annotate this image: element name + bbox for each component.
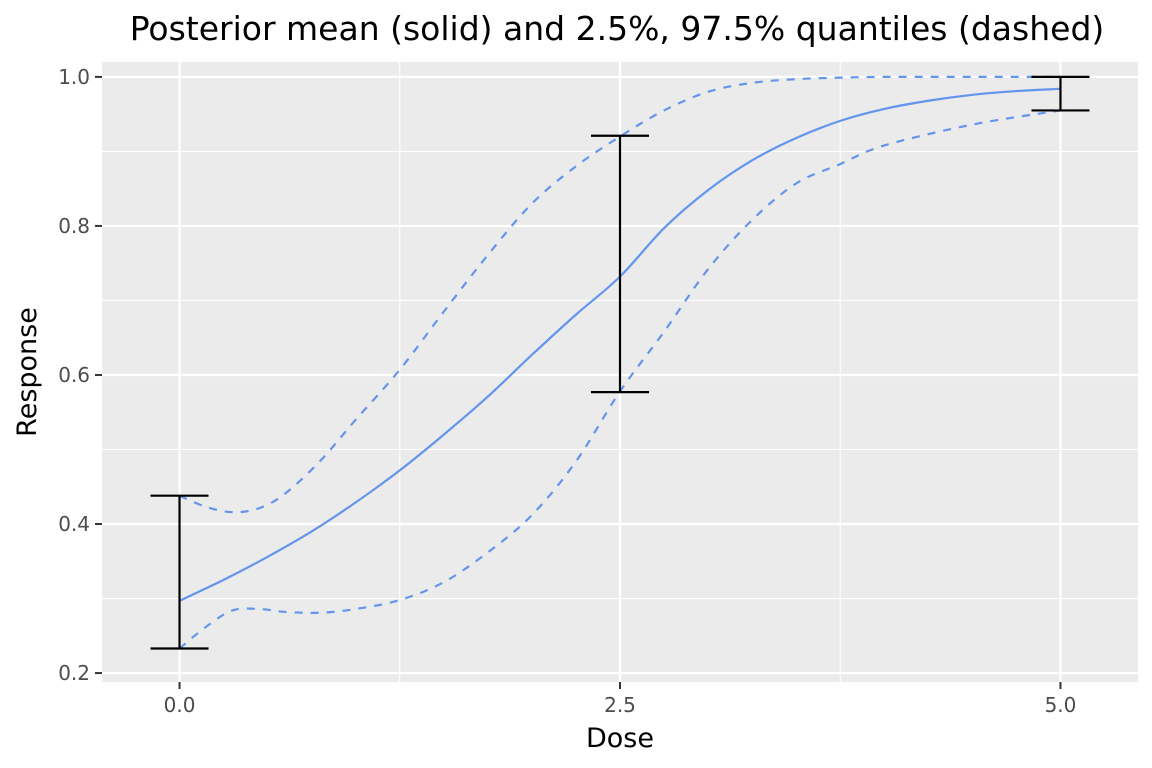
y-tick-label: 0.2 [58,661,90,685]
error-bar [591,134,649,394]
y-tick-label: 0.8 [58,214,90,238]
x-tick-label: 5.0 [1045,693,1077,717]
y-axis-title: Response [12,307,43,437]
x-tick-label: 2.5 [604,693,636,717]
error-bar [150,494,209,650]
x-axis: 0.0 2.5 5.0 [164,682,1077,717]
x-tick-label: 0.0 [164,693,196,717]
x-axis-title: Dose [586,723,654,754]
y-tick-label: 0.6 [58,363,90,387]
y-tick-label: 0.4 [58,512,90,536]
error-bar [1031,75,1090,112]
error-bar-layer [150,75,1090,650]
chart-title: Posterior mean (solid) and 2.5%, 97.5% q… [130,9,1105,48]
lower-quantile-curve [178,109,1061,650]
upper-quantile-curve [179,75,1061,514]
y-tick-label: 1.0 [58,65,90,89]
y-axis: 0.2 0.4 0.6 0.8 1.0 [58,65,102,685]
